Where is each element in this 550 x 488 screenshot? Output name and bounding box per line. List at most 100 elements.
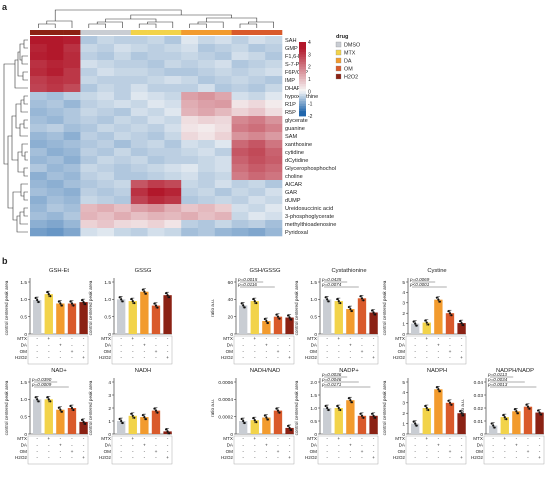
- treatment-row-label: MTX: [307, 436, 317, 441]
- data-point: [349, 307, 352, 311]
- y-tick-label: 0: [108, 432, 111, 438]
- significance-label: p=0.0435: [321, 277, 342, 282]
- treatment-cell: -: [289, 337, 291, 342]
- heatmap-cell: [214, 68, 232, 77]
- heatmap-cell: [130, 76, 148, 85]
- heatmap-cell: [181, 60, 199, 69]
- treatment-cell: -: [461, 437, 463, 442]
- heatmap-cell: [265, 36, 283, 45]
- treatment-cell: -: [266, 450, 268, 455]
- heatmap-cell: [46, 188, 64, 197]
- dendrogram-branch: [16, 215, 28, 233]
- legend-swatch: [335, 57, 342, 64]
- significance-label: p=0.0116: [237, 282, 257, 287]
- heatmap-cell: [214, 76, 232, 85]
- heatmap-cell: [80, 196, 98, 205]
- data-point: [424, 404, 427, 408]
- heatmap-cell: [80, 188, 98, 197]
- color-scale-step: [299, 61, 306, 65]
- legend-entry: MTX: [344, 51, 356, 57]
- bar: [422, 408, 431, 434]
- heatmap-cell: [80, 172, 98, 181]
- heatmap-cell: [30, 212, 48, 221]
- heatmap-cell: [46, 68, 64, 77]
- heatmap-cell: [63, 140, 81, 149]
- treatment-cell: -: [338, 350, 340, 355]
- treatment-cell: -: [242, 337, 244, 342]
- color-scale-step: [299, 56, 306, 60]
- heatmap-cell: [214, 100, 232, 109]
- heatmap-cell: [198, 172, 216, 181]
- heatmap-cell: [80, 212, 98, 221]
- heatmap-cell: [231, 52, 249, 61]
- heatmap-cell: [114, 84, 132, 93]
- drug-annotation-cell: [248, 30, 266, 35]
- y-tick-label: 0.0004: [218, 397, 233, 403]
- heatmap-cell: [147, 196, 165, 205]
- heatmap-cell: [248, 148, 266, 157]
- bar-chart-title: Cystathionine: [331, 268, 366, 274]
- heatmap-cell: [231, 220, 249, 229]
- heatmap-cell: [46, 92, 64, 101]
- row-dendrogram: [3, 39, 28, 233]
- data-point: [427, 323, 430, 326]
- heatmap-cell: [80, 44, 98, 53]
- dendrogram-branch: [138, 23, 157, 28]
- heatmap-cell: [181, 180, 199, 189]
- heatmap-cell: [97, 164, 115, 173]
- treatment-table: [317, 335, 379, 365]
- treatment-cell: -: [350, 456, 352, 461]
- treatment-cell: -: [289, 350, 291, 355]
- data-point: [166, 430, 169, 433]
- color-scale-tick: 1: [308, 77, 311, 83]
- treatment-cell: +: [59, 443, 62, 448]
- data-point: [349, 399, 352, 402]
- heatmap-cell: [164, 156, 182, 165]
- treatment-cell: -: [350, 450, 352, 455]
- data-point: [164, 292, 168, 295]
- color-scale-step: [299, 96, 306, 100]
- data-point: [37, 300, 40, 304]
- heatmap-cell: [130, 108, 148, 117]
- data-point: [80, 299, 84, 302]
- treatment-row-label: OM: [20, 349, 28, 354]
- data-point: [373, 313, 377, 316]
- heatmap-cell: [80, 228, 98, 237]
- treatment-row-label: H2O2: [99, 355, 111, 360]
- dendrogram-branch: [19, 211, 28, 225]
- data-point: [490, 422, 493, 425]
- data-point: [289, 318, 293, 321]
- color-scale-step: [299, 69, 306, 72]
- heatmap-cell: [63, 172, 81, 181]
- heatmap-row-label: GMP: [285, 46, 298, 52]
- treatment-cell: -: [36, 337, 38, 342]
- treatment-cell: -: [338, 356, 340, 361]
- heatmap-cell: [63, 180, 81, 189]
- legend-swatch: [335, 73, 342, 80]
- treatment-row-label: DA: [311, 342, 318, 347]
- significance-label: p=0.0046: [321, 377, 342, 382]
- drug-annotation-cell: [231, 30, 249, 35]
- y-axis-label: control centered peak area: [294, 280, 299, 335]
- heatmap-cell: [198, 60, 216, 69]
- dendrogram-branch: [23, 167, 28, 177]
- data-point: [133, 416, 136, 419]
- treatment-cell: +: [131, 337, 134, 342]
- treatment-cell: -: [120, 443, 122, 448]
- treatment-cell: -: [361, 437, 363, 442]
- dendrogram-branch: [105, 18, 157, 22]
- treatment-cell: -: [350, 337, 352, 342]
- treatment-cell: -: [326, 337, 328, 342]
- treatment-cell: +: [437, 343, 440, 348]
- heatmap-cell: [63, 196, 81, 205]
- data-point: [130, 297, 133, 301]
- treatment-cell: -: [449, 443, 451, 448]
- treatment-row-label: DA: [311, 442, 318, 447]
- treatment-row-label: DA: [105, 442, 112, 447]
- heatmap-cell: [265, 124, 283, 133]
- data-point: [427, 408, 430, 412]
- treatment-cell: -: [83, 450, 85, 455]
- heatmap-cell: [130, 156, 148, 165]
- y-tick-label: 20: [228, 314, 234, 320]
- heatmap-cell: [147, 44, 165, 53]
